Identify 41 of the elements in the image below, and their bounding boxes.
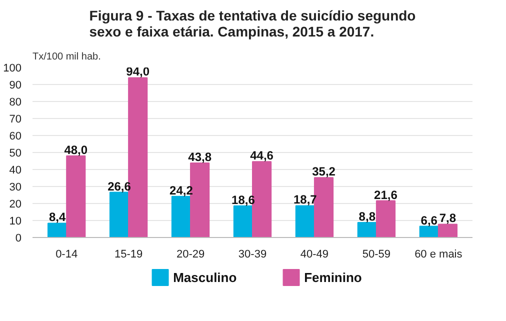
bar [171,196,192,238]
y-tick-label: 50 [9,148,22,160]
data-label: 8,4 [48,210,66,224]
y-tick-label: 30 [9,182,22,194]
y-tick-label: 0 [15,232,22,244]
x-tick-label: 50-59 [362,248,391,260]
bar [376,200,396,238]
data-label: 43,8 [188,150,212,164]
bar [233,205,253,238]
bar [47,222,68,238]
bar [438,224,458,238]
data-label: 94,0 [126,64,150,79]
legend-label: Masculino [173,270,237,285]
data-label: 44,6 [250,148,274,163]
bar [357,222,377,238]
bar [295,205,315,238]
y-tick-label: 40 [9,164,22,176]
chart-title: Figura 9 - Taxas de tentativa de suicídio segundo sexo e faixa etária. Campinas, 2015 a 2017. [89,8,416,40]
y-tick-label: 60 [9,130,22,142]
data-label: 48,0 [64,142,88,157]
legend-label: Feminino [304,270,362,285]
y-tick-label: 90 [9,80,22,92]
x-tick-label: 0-14 [56,248,78,260]
y-tick-label: 70 [9,114,22,126]
y-tick-label: 20 [9,198,22,210]
x-tick-label: 30-39 [238,248,267,260]
x-tick-label: 15-19 [114,248,143,260]
x-tick-label: 20-29 [176,248,205,260]
y-tick-label: 100 [3,62,22,74]
x-tick-label: 60 e mais [414,248,463,260]
data-label: 7,8 [439,211,456,226]
y-axis-title: Tx/100 mil hab. [32,52,101,62]
data-label: 6,6 [420,213,438,228]
data-label: 35,2 [312,164,336,179]
y-tick-label: 10 [9,216,22,228]
bar [109,192,130,238]
data-label: 8,8 [358,210,376,224]
bar [66,155,86,238]
y-tick-label: 80 [9,96,22,108]
x-tick-label: 40-49 [300,248,329,260]
data-label: 21,6 [374,188,398,202]
